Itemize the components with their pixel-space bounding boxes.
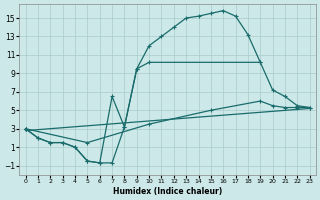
X-axis label: Humidex (Indice chaleur): Humidex (Indice chaleur) xyxy=(113,187,222,196)
